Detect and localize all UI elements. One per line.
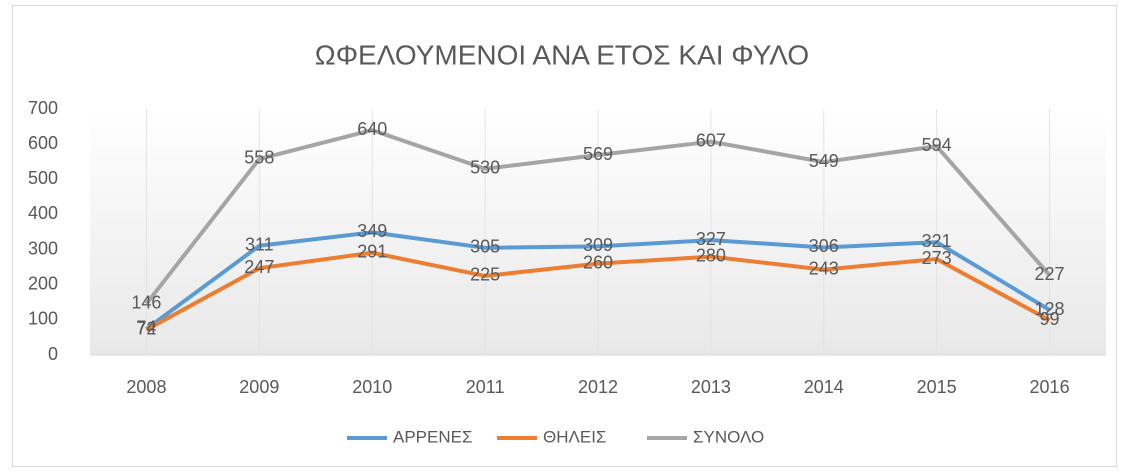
data-label: 349 bbox=[357, 221, 387, 241]
data-label: 247 bbox=[244, 257, 274, 277]
legend-label: ΑΡΡΕΝΕΣ bbox=[393, 427, 472, 446]
x-tick-label: 2009 bbox=[239, 377, 279, 397]
data-label: 273 bbox=[922, 248, 952, 268]
x-tick-label: 2011 bbox=[466, 377, 505, 397]
series-line bbox=[145, 250, 1051, 332]
chart-title: ΩΦΕΛΟΥΜΕΝΟΙ ΑΝΑ ΕΤΟΣ ΚΑΙ ΦΥΛΟ bbox=[315, 39, 809, 70]
series-line bbox=[144, 128, 1052, 305]
data-label: 291 bbox=[357, 241, 387, 261]
x-tick-label: 2014 bbox=[804, 377, 844, 397]
data-label: 72 bbox=[136, 318, 156, 338]
data-label: 549 bbox=[809, 151, 839, 171]
data-label: 128 bbox=[1035, 299, 1065, 319]
y-tick-label: 500 bbox=[28, 168, 58, 188]
legend-label: ΘΗΛΕΙΣ bbox=[543, 427, 606, 446]
data-label: 260 bbox=[583, 252, 613, 272]
y-tick-label: 400 bbox=[28, 203, 58, 223]
y-tick-label: 700 bbox=[28, 98, 58, 118]
y-tick-label: 600 bbox=[28, 133, 58, 153]
data-label: 306 bbox=[809, 236, 839, 256]
data-label: 227 bbox=[1035, 264, 1065, 284]
data-label: 607 bbox=[696, 130, 726, 150]
data-label: 594 bbox=[922, 135, 952, 155]
x-tick-label: 2008 bbox=[126, 377, 166, 397]
data-label: 321 bbox=[922, 231, 952, 251]
data-label: 311 bbox=[245, 234, 274, 254]
x-tick-label: 2010 bbox=[352, 377, 392, 397]
data-label: 74 bbox=[136, 318, 156, 338]
data-label: 309 bbox=[583, 235, 613, 255]
y-tick-label: 100 bbox=[28, 309, 58, 329]
legend-label: ΣΥΝΟΛΟ bbox=[693, 427, 764, 446]
data-label: 280 bbox=[696, 245, 726, 265]
data-label: 225 bbox=[470, 265, 500, 285]
data-label: 530 bbox=[470, 157, 500, 177]
x-tick-label: 2016 bbox=[1030, 377, 1070, 397]
data-label: 558 bbox=[244, 148, 274, 168]
x-tick-label: 2015 bbox=[917, 377, 957, 397]
y-tick-label: 0 bbox=[48, 344, 58, 364]
data-label: 243 bbox=[809, 258, 839, 278]
data-label: 99 bbox=[1040, 309, 1060, 329]
series-line bbox=[145, 230, 1051, 331]
data-label: 569 bbox=[583, 144, 613, 164]
data-label: 327 bbox=[696, 229, 726, 249]
data-label: 146 bbox=[131, 292, 161, 312]
x-tick-label: 2013 bbox=[691, 377, 731, 397]
x-tick-label: 2012 bbox=[578, 377, 618, 397]
y-tick-label: 300 bbox=[28, 238, 58, 258]
data-label: 640 bbox=[357, 119, 387, 139]
y-tick-label: 200 bbox=[28, 273, 58, 293]
data-label: 305 bbox=[470, 237, 500, 257]
